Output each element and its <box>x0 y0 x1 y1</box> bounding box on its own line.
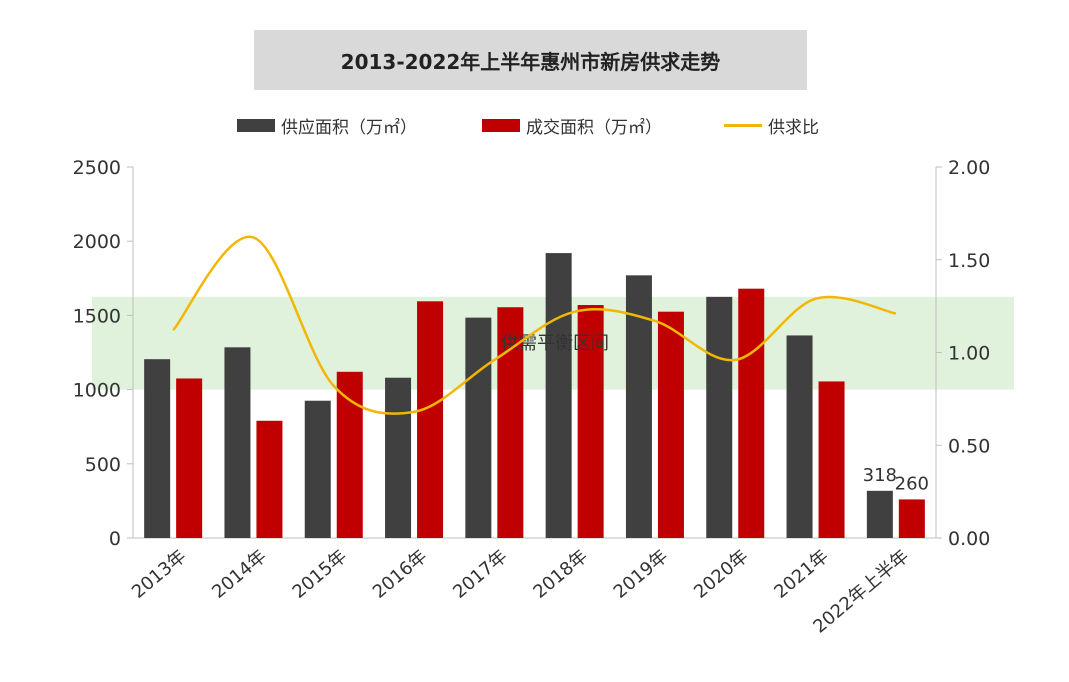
chart-title: 2013-2022年上半年惠州市新房供求走势 <box>254 30 807 90</box>
ratio-line <box>172 235 897 415</box>
data-label: 318 <box>863 465 897 486</box>
bar-supply <box>545 253 572 538</box>
legend-label-supply: 供应面积（万㎡） <box>281 118 417 138</box>
legend-label-ratio: 供求比 <box>768 118 819 138</box>
bar-deal <box>657 311 684 538</box>
legend-label-deal: 成交面积（万㎡） <box>526 118 662 138</box>
x-tick-label: 2013年 <box>128 546 190 603</box>
legend-item-deal: 成交面积（万㎡） <box>482 113 662 138</box>
bar-deal <box>577 305 604 538</box>
x-tick-label: 2014年 <box>208 546 270 603</box>
bar-supply <box>866 490 893 538</box>
y-right-tick-label: 1.00 <box>948 343 990 365</box>
bar-deal <box>176 378 203 538</box>
y-right-tick-label: 1.50 <box>948 250 990 272</box>
y-left-tick-label: 500 <box>85 454 121 476</box>
x-tick-label: 2017年 <box>449 546 511 603</box>
bar-supply <box>224 347 251 538</box>
y-left-tick-label: 1000 <box>73 380 121 402</box>
legend-swatch-ratio <box>724 124 762 127</box>
bar-deal <box>738 288 765 538</box>
bar-deal <box>497 307 524 538</box>
x-tick-label: 2020年 <box>690 546 752 603</box>
y-right-tick-label: 0.50 <box>948 435 990 457</box>
legend: 供应面积（万㎡） 成交面积（万㎡） 供求比 <box>0 113 1069 141</box>
x-tick-label: 2019年 <box>610 546 672 603</box>
bar-supply <box>786 335 813 538</box>
balance-band-label: 供需平衡区间 <box>501 333 609 354</box>
y-left-tick-label: 1500 <box>73 305 121 327</box>
legend-item-supply: 供应面积（万㎡） <box>237 113 417 138</box>
bar-supply <box>385 377 412 538</box>
legend-swatch-supply <box>237 119 275 132</box>
x-tick-label: 2021年 <box>770 546 832 603</box>
bar-supply <box>144 359 171 538</box>
y-left-tick-label: 0 <box>109 528 121 550</box>
bar-deal <box>818 381 845 538</box>
bar-supply <box>304 400 331 538</box>
data-label: 260 <box>895 473 929 494</box>
legend-item-ratio: 供求比 <box>724 113 819 138</box>
legend-swatch-deal <box>482 119 520 132</box>
y-right-tick-label: 2.00 <box>948 157 990 179</box>
bar-deal <box>898 499 925 538</box>
bar-deal <box>417 301 444 538</box>
x-tick-label: 2016年 <box>369 546 431 603</box>
y-right-tick-label: 0.00 <box>948 528 990 550</box>
y-left-tick-label: 2000 <box>73 231 121 253</box>
bar-deal <box>256 420 283 538</box>
bar-deal <box>336 371 363 538</box>
bar-supply <box>465 317 492 538</box>
y-left-tick-label: 2500 <box>73 157 121 179</box>
x-tick-label: 2015年 <box>289 546 351 603</box>
x-tick-label: 2018年 <box>529 546 591 603</box>
bar-supply <box>706 296 733 538</box>
